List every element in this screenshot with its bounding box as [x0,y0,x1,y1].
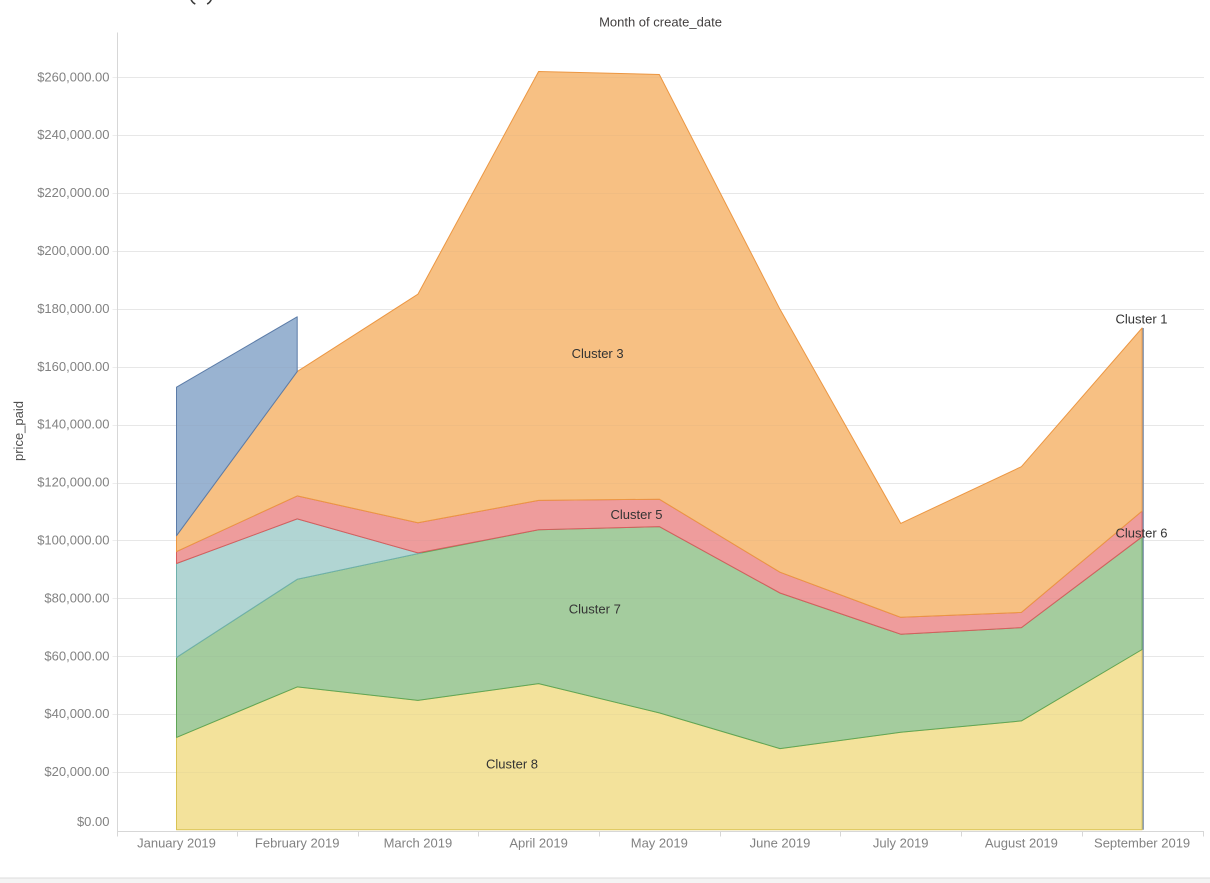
svg-text:August 2019: August 2019 [985,836,1058,851]
svg-text:$120,000.00: $120,000.00 [37,475,109,490]
svg-text:Month of create_date: Month of create_date [599,14,722,29]
svg-text:April 2019: April 2019 [509,836,568,851]
svg-text:$80,000.00: $80,000.00 [44,590,109,605]
svg-text:$0.00: $0.00 [77,814,110,829]
svg-text:June 2019: June 2019 [750,836,811,851]
svg-text:Cluster 7: Cluster 7 [569,602,621,617]
svg-text:$40,000.00: $40,000.00 [44,706,109,721]
svg-text:January 2019: January 2019 [137,836,216,851]
svg-text:July 2019: July 2019 [873,836,929,851]
svg-text:$140,000.00: $140,000.00 [37,417,109,432]
svg-text:$60,000.00: $60,000.00 [44,648,109,663]
svg-text:Cluster 6: Cluster 6 [1115,526,1167,541]
svg-text:$220,000.00: $220,000.00 [37,185,109,200]
svg-text:price_paid: price_paid [11,401,26,461]
svg-text:Cluster 8: Cluster 8 [486,757,538,772]
svg-text:Cluster 3: Cluster 3 [572,346,624,361]
svg-text:Cluster 5: Cluster 5 [610,507,662,522]
svg-text:$160,000.00: $160,000.00 [37,359,109,374]
svg-text:$260,000.00: $260,000.00 [37,69,109,84]
svg-text:September 2019: September 2019 [1094,836,1190,851]
svg-text:$180,000.00: $180,000.00 [37,301,109,316]
svg-text:Cluster 1: Cluster 1 [1115,311,1167,326]
svg-text:February 2019: February 2019 [255,836,340,851]
svg-text:$200,000.00: $200,000.00 [37,243,109,258]
svg-text:$20,000.00: $20,000.00 [44,764,109,779]
svg-text:$240,000.00: $240,000.00 [37,127,109,142]
svg-text:$100,000.00: $100,000.00 [37,533,109,548]
svg-text:March 2019: March 2019 [384,836,453,851]
svg-text:May 2019: May 2019 [631,836,688,851]
